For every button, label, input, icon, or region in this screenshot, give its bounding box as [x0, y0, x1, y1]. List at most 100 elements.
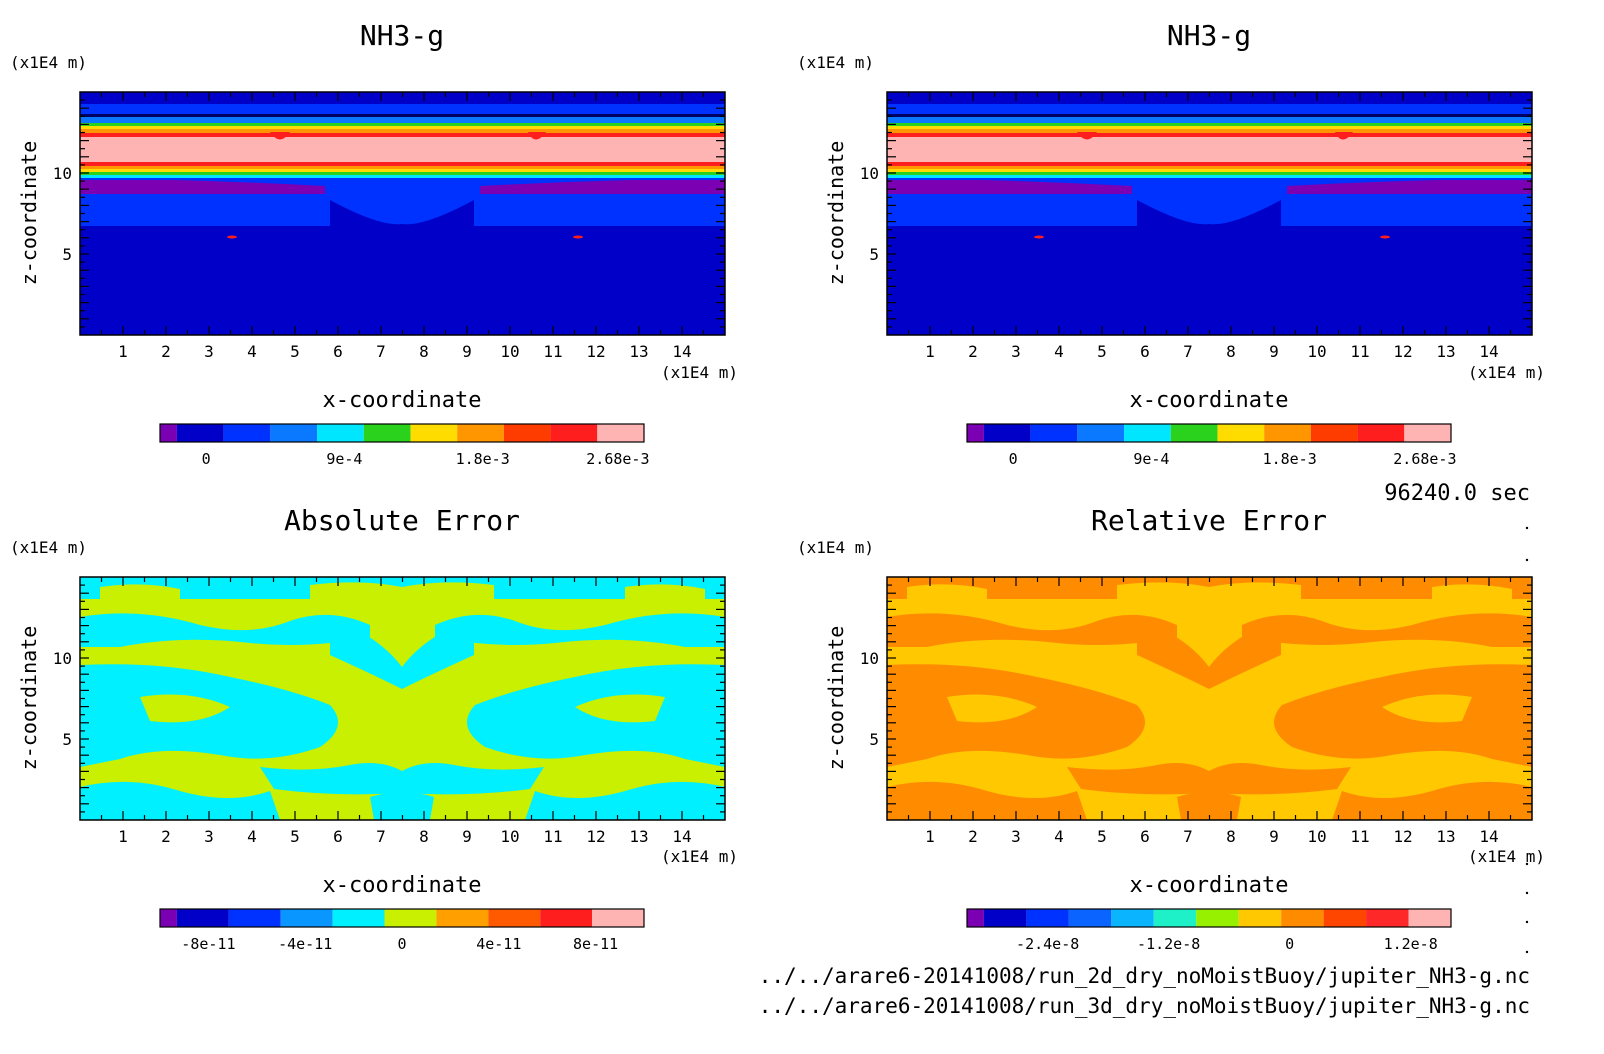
- colorbar-label: 0: [1285, 935, 1294, 953]
- plot-area: [80, 577, 725, 820]
- y-axis-label: z-coordinate: [17, 141, 41, 286]
- colorbar-cell: [597, 424, 644, 442]
- colorbar-cell: [983, 424, 1031, 442]
- x-tick-label: 14: [672, 342, 691, 361]
- colorbar-label: 9e-4: [326, 450, 362, 468]
- colorbar-cell: [223, 424, 271, 442]
- colorbar-label: 0: [202, 450, 211, 468]
- x-tick-label: 4: [1054, 342, 1064, 361]
- y-tick-label: 5: [62, 730, 72, 749]
- y-tick-label: 5: [62, 245, 72, 264]
- colorbar-cell: [1026, 909, 1069, 927]
- x-unit-label: (x1E4 m): [661, 847, 738, 866]
- x-tick-label: 7: [376, 342, 386, 361]
- x-tick-label: 6: [333, 827, 343, 846]
- x-axis-label: x-coordinate: [1130, 388, 1289, 413]
- x-tick-label: 1: [118, 342, 128, 361]
- y-axis-label: z-coordinate: [824, 626, 848, 771]
- x-tick-label: 2: [161, 342, 171, 361]
- colorbar-cell: [1030, 424, 1078, 442]
- x-tick-label: 10: [1307, 827, 1326, 846]
- panel-nh3-right: NH3-g (x1E4 m): [797, 19, 1545, 468]
- colorbar-label: 0: [397, 935, 406, 953]
- colorbar-cell: [1124, 424, 1171, 442]
- colorbar-cell: [1111, 909, 1154, 927]
- colorbar-cell: [488, 909, 541, 927]
- y-unit-label: (x1E4 m): [10, 53, 87, 72]
- colorbar-frame: [966, 423, 1452, 443]
- colorbar-cell: [332, 909, 385, 927]
- colorbar-label: 2.68e-3: [1393, 450, 1456, 468]
- colorbar-cell: [1153, 909, 1197, 927]
- colorbar-label: 8e-11: [573, 935, 618, 953]
- colorbar-label: -1.2e-8: [1137, 935, 1200, 953]
- colorbar: -2.4e-8 -1.2e-8 0 1.2e-8: [966, 908, 1452, 953]
- colorbar: -8e-11 -4e-11 0 4e-11 8e-11: [159, 908, 645, 953]
- x-tick-label: 2: [161, 827, 171, 846]
- colorbar-cell: [1217, 424, 1265, 442]
- colorbar-label: 4e-11: [476, 935, 521, 953]
- colorbar-cell: [176, 424, 224, 442]
- colorbar-cell: [1310, 424, 1358, 442]
- x-tick-label: 2: [968, 827, 978, 846]
- x-tick-label: 5: [290, 827, 300, 846]
- y-unit-label: (x1E4 m): [10, 538, 87, 557]
- x-tick-label: 5: [290, 342, 300, 361]
- colorbar-cell: [317, 424, 364, 442]
- x-tick-label: 3: [1011, 342, 1021, 361]
- colorbar-cell: [1357, 424, 1405, 442]
- x-tick-label: 7: [376, 827, 386, 846]
- y-tick-label: 10: [53, 649, 72, 668]
- x-tick-label: 5: [1097, 827, 1107, 846]
- x-axis-label: x-coordinate: [323, 873, 482, 898]
- x-tick-label: 13: [1436, 342, 1455, 361]
- colorbar-cell: [436, 909, 489, 927]
- colorbar-label: 2.68e-3: [586, 450, 649, 468]
- margin-dots: [1525, 526, 1529, 954]
- x-tick-label: 5: [1097, 342, 1107, 361]
- x-tick-label: 8: [1226, 342, 1236, 361]
- colorbar-cell: [1068, 909, 1112, 927]
- colorbar: 0 9e-4 1.8e-3 2.68e-3: [966, 423, 1456, 468]
- x-tick-label: 6: [1140, 342, 1150, 361]
- file-path-3d: ../../arare6-20141008/run_3d_dry_noMoist…: [759, 994, 1530, 1018]
- x-tick-label: 1: [925, 827, 935, 846]
- colorbar-label: 1.8e-3: [456, 450, 510, 468]
- x-tick-label: 14: [1479, 342, 1498, 361]
- x-tick-label: 10: [500, 342, 519, 361]
- x-tick-label: 10: [1307, 342, 1326, 361]
- y-axis-label: z-coordinate: [17, 626, 41, 771]
- panel-relative-error: Relative Error (x1E4 m): [797, 504, 1545, 953]
- colorbar-cell: [363, 424, 411, 442]
- x-tick-label: 14: [672, 827, 691, 846]
- x-tick-label: 7: [1183, 342, 1193, 361]
- x-axis-label: x-coordinate: [1130, 873, 1289, 898]
- y-unit-label: (x1E4 m): [797, 53, 874, 72]
- x-tick-label: 12: [1393, 342, 1412, 361]
- colorbar-cell: [1077, 424, 1125, 442]
- x-tick-label: 11: [543, 827, 562, 846]
- colorbar-cell: [1323, 909, 1367, 927]
- colorbar-cell: [228, 909, 281, 927]
- x-tick-label: 12: [1393, 827, 1412, 846]
- file-path-2d: ../../arare6-20141008/run_2d_dry_noMoist…: [759, 964, 1530, 988]
- colorbar-cell: [1404, 424, 1451, 442]
- colorbar-cell: [592, 909, 644, 927]
- x-tick-label: 3: [1011, 827, 1021, 846]
- y-tick-label: 10: [53, 164, 72, 183]
- chart-title: Relative Error: [1091, 504, 1327, 537]
- colorbar-label: 0: [1009, 450, 1018, 468]
- colorbar-frame: [159, 423, 645, 443]
- colorbar-cell: [967, 424, 984, 442]
- x-tick-label: 7: [1183, 827, 1193, 846]
- x-tick-label: 13: [629, 342, 648, 361]
- x-tick-label: 8: [419, 342, 429, 361]
- chart-title: NH3-g: [1167, 19, 1251, 52]
- x-unit-label: (x1E4 m): [661, 363, 738, 382]
- x-tick-label: 3: [204, 827, 214, 846]
- x-tick-label: 12: [586, 827, 605, 846]
- y-tick-label: 10: [860, 164, 879, 183]
- colorbar-label: -2.4e-8: [1016, 935, 1079, 953]
